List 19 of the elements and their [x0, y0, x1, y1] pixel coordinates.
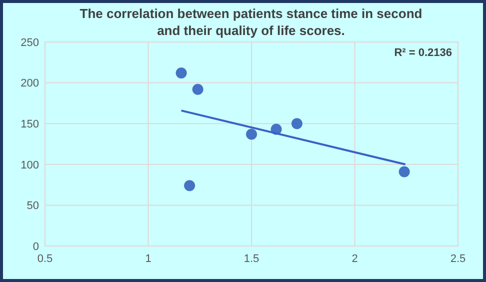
x-tick-label: 2 — [352, 253, 358, 265]
y-tick-label: 150 — [20, 118, 39, 130]
point — [184, 180, 196, 192]
point — [291, 118, 302, 130]
chart-title: The correlation between patients stance time in second and their quality of life scores. — [80, 6, 422, 38]
y-tick-label: 100 — [20, 159, 39, 172]
point — [192, 84, 204, 95]
x-tick-label: 0.5 — [37, 253, 53, 265]
annotation: R² = 0.2136 — [394, 47, 452, 59]
x-tick-label: 2.5 — [450, 253, 466, 265]
point — [398, 166, 410, 178]
y-tick-label: 50 — [26, 200, 39, 212]
point — [176, 68, 187, 79]
y-tick-label: 200 — [20, 78, 39, 90]
point — [246, 128, 257, 140]
x-tick-label: 1 — [145, 253, 152, 265]
y-tick-label: 250 — [20, 36, 39, 49]
x-tick-label: 1.5 — [244, 253, 260, 265]
y-tick-label: 0 — [32, 240, 39, 253]
